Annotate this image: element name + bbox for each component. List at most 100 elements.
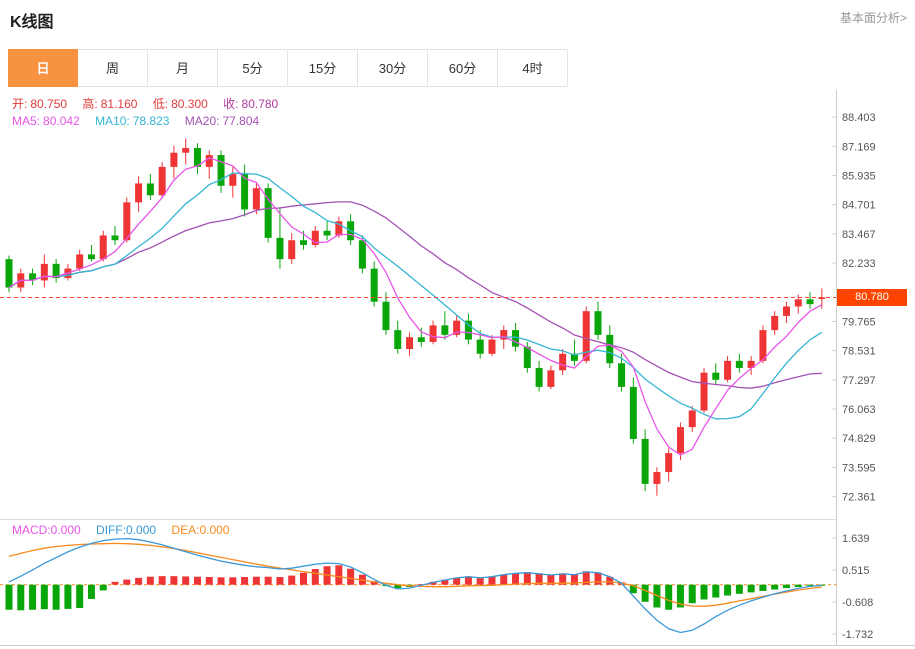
macd-hist-bar	[76, 584, 84, 609]
macd-hist-bar	[582, 571, 590, 585]
candle-body	[629, 386, 637, 439]
candle-body	[417, 337, 425, 342]
macd-hist-bar	[5, 584, 13, 610]
candle-body	[252, 188, 260, 210]
candle-body	[193, 147, 201, 167]
macd-hist-bar	[417, 584, 425, 586]
candle-body	[323, 230, 331, 236]
macd-hist-bar	[241, 577, 249, 585]
macd-axis-label: -1.732	[842, 629, 873, 641]
tab-60min[interactable]: 60分	[428, 49, 498, 87]
candle-body	[653, 472, 661, 484]
candle-body	[559, 353, 567, 371]
current-price-badge: 80.780	[837, 289, 907, 306]
period-tabs: 日 周 月 5分 15分 30分 60分 4时	[8, 49, 568, 87]
candle-body	[782, 306, 790, 316]
low-value: 低: 80.300	[152, 97, 208, 111]
tab-15min[interactable]: 15分	[288, 49, 358, 87]
macd-hist-bar	[264, 576, 272, 585]
y-axis-label: 76.063	[842, 404, 876, 416]
macd-hist-bar	[794, 584, 802, 587]
macd-hist-bar	[771, 584, 779, 590]
macd-hist-bar	[335, 565, 343, 585]
candle-body	[276, 237, 284, 260]
fundamental-analysis-link[interactable]: 基本面分析>	[839, 11, 907, 25]
candle-body	[135, 183, 143, 203]
macd-legend: MACD:0.000 DIFF:0.000 DEA:0.000	[12, 523, 241, 537]
tab-day[interactable]: 日	[8, 49, 78, 87]
candle-body	[87, 254, 95, 260]
macd-label: MACD:	[12, 523, 51, 537]
macd-hist-bar	[782, 584, 790, 589]
candle-body	[394, 330, 402, 350]
candle-body	[818, 297, 826, 299]
tab-30min[interactable]: 30分	[358, 49, 428, 87]
candle-body	[582, 311, 590, 361]
macd-hist-bar	[523, 572, 531, 585]
high-value: 高: 81.160	[82, 97, 138, 111]
candle-body	[606, 334, 614, 364]
low-label: 低:	[152, 97, 169, 111]
high-label: 高:	[82, 97, 98, 111]
macd-hist-bar	[688, 584, 696, 604]
macd-hist-bar	[747, 584, 755, 593]
candle-body	[311, 230, 319, 245]
macd-hist-bar	[712, 584, 720, 598]
macd-hist-bar	[217, 577, 225, 585]
candle-body	[700, 372, 708, 411]
macd-hist-bar	[724, 584, 732, 596]
y-axis-label: 79.765	[842, 316, 876, 328]
candle-body	[641, 438, 649, 484]
macd-hist-bar	[464, 576, 472, 585]
open-value: 开: 80.750	[12, 97, 68, 111]
page-title: K线图	[10, 14, 54, 31]
macd-hist-bar	[547, 574, 555, 585]
candle-body	[406, 337, 414, 350]
y-axis-label: 72.361	[842, 492, 876, 504]
tab-4hour[interactable]: 4时	[498, 49, 568, 87]
candle-body	[29, 273, 37, 281]
candle-body	[712, 372, 720, 380]
macd-hist-bar	[205, 577, 213, 585]
macd-hist-bar	[99, 584, 107, 591]
macd-hist-bar	[370, 581, 378, 585]
macd-hist-bar	[87, 584, 95, 599]
macd-hist-bar	[288, 575, 296, 585]
macd-hist-bar	[606, 576, 614, 585]
tab-5min[interactable]: 5分	[218, 49, 288, 87]
macd-hist-bar	[759, 584, 767, 591]
y-axis-label: 73.595	[842, 462, 876, 474]
ma20-value: MA20: 77.804	[184, 114, 260, 128]
candle-body	[594, 311, 602, 335]
candle-body	[264, 188, 272, 238]
candle-body	[99, 235, 107, 260]
y-axis-label: 88.403	[842, 112, 876, 124]
close-value: 收: 80.780	[223, 97, 279, 111]
tab-week[interactable]: 周	[78, 49, 148, 87]
macd-hist-bar	[347, 568, 355, 585]
macd-hist-bar	[594, 572, 602, 585]
y-axis-label: 74.829	[842, 433, 876, 445]
macd-hist-bar	[500, 574, 508, 585]
ohlc-legend: 开: 80.750 高: 81.160 低: 80.300 收: 80.780	[12, 95, 290, 112]
candle-body	[382, 301, 390, 331]
open-label: 开:	[12, 97, 28, 111]
candle-body	[676, 427, 684, 454]
candle-body	[523, 346, 531, 368]
macd-hist-bar	[17, 584, 25, 611]
macd-hist-bar	[535, 573, 543, 585]
candle-body	[170, 152, 178, 167]
candle-body	[806, 299, 814, 305]
macd-hist-bar	[193, 576, 201, 585]
candle-body	[488, 339, 496, 354]
candle-body	[182, 147, 190, 153]
candle-body	[205, 155, 213, 167]
macd-hist-bar	[158, 576, 166, 585]
candle-body	[441, 325, 449, 335]
ma10-line	[8, 172, 823, 420]
macd-hist-bar	[806, 584, 814, 586]
y-axis-label: 84.701	[842, 200, 876, 212]
tab-month[interactable]: 月	[148, 49, 218, 87]
macd-axis-label: -0.608	[842, 597, 873, 609]
